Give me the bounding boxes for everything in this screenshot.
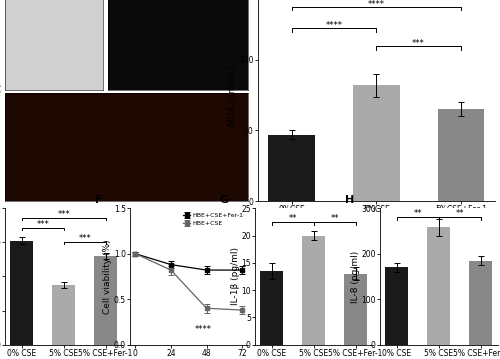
Bar — [353, 85, 400, 201]
Y-axis label: MDA (μmol/L): MDA (μmol/L) — [228, 65, 237, 126]
Bar — [268, 135, 315, 201]
Text: F: F — [95, 195, 102, 205]
Text: G: G — [220, 195, 229, 205]
Bar — [10, 241, 34, 345]
Text: **: ** — [330, 214, 339, 223]
Text: **: ** — [456, 209, 464, 218]
Bar — [94, 256, 117, 345]
Legend: HBE+CSE+Fer-1, HBE+CSE: HBE+CSE+Fer-1, HBE+CSE — [182, 211, 244, 228]
Text: **: ** — [288, 214, 297, 223]
Text: H: H — [345, 195, 354, 205]
Text: ****: **** — [194, 325, 212, 334]
Text: C: C — [0, 85, 1, 95]
Bar — [469, 261, 492, 345]
Bar — [302, 236, 326, 345]
Bar — [427, 227, 450, 345]
Y-axis label: IL-8 (pg/ml): IL-8 (pg/ml) — [351, 250, 360, 303]
Text: ***: *** — [78, 234, 91, 243]
Text: ***: *** — [58, 210, 70, 219]
Text: ***: *** — [412, 39, 425, 48]
Y-axis label: IL-1β (pg/ml): IL-1β (pg/ml) — [231, 247, 240, 306]
Text: **: ** — [414, 209, 422, 218]
Bar — [260, 271, 283, 345]
Bar — [52, 285, 76, 345]
Bar — [344, 274, 367, 345]
Y-axis label: Cell viability (%): Cell viability (%) — [104, 239, 112, 314]
Text: ****: **** — [368, 0, 385, 9]
Bar — [438, 109, 484, 201]
Bar — [386, 267, 408, 345]
Text: ****: **** — [326, 21, 342, 30]
Text: ***: *** — [36, 220, 49, 229]
